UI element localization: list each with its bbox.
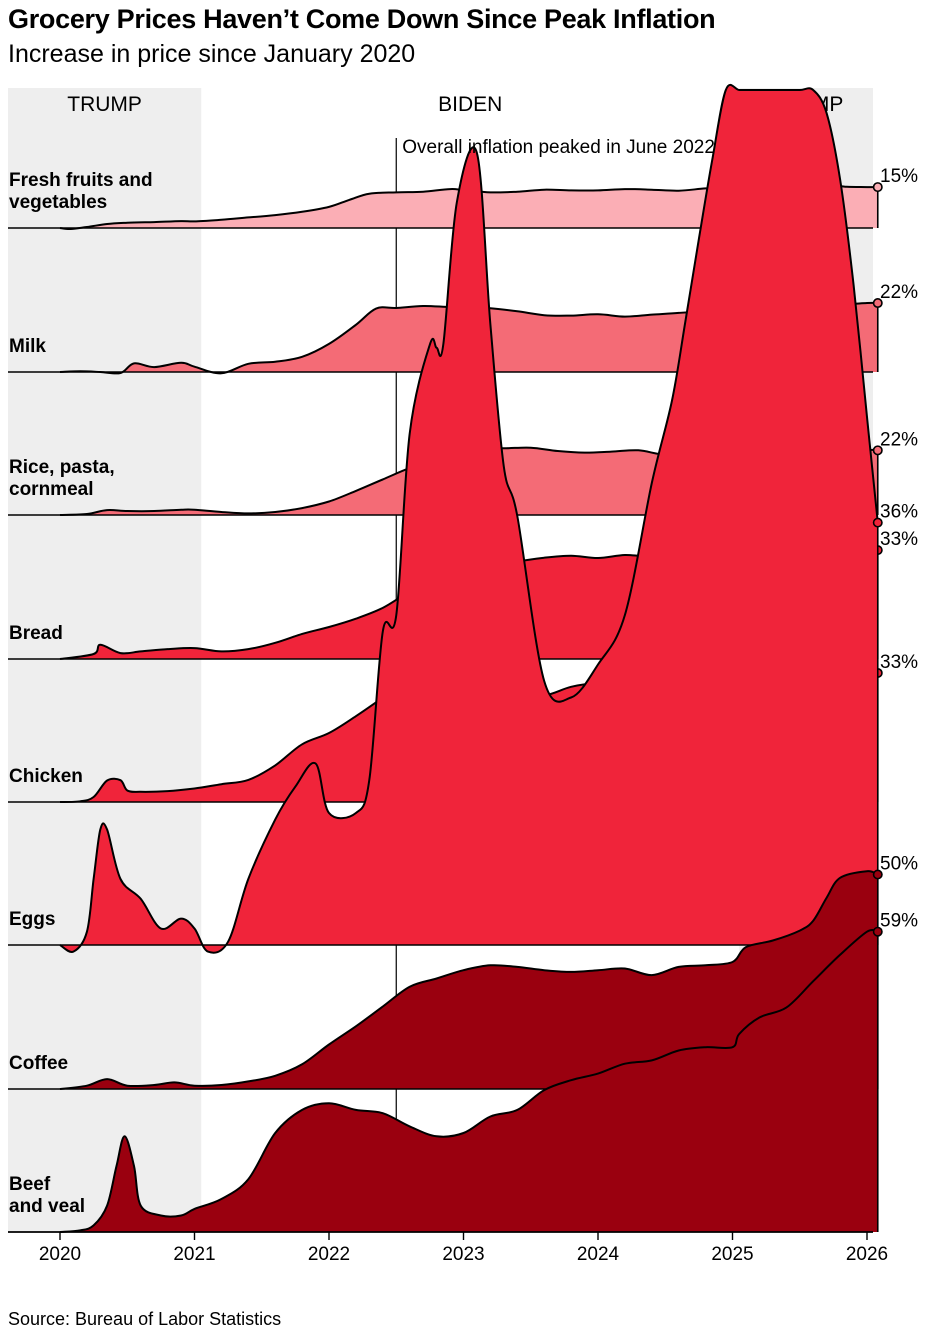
end-value-label: 22%	[880, 282, 918, 303]
end-value-label: 33%	[880, 652, 918, 673]
series-name-label: Milk	[9, 336, 46, 357]
series-name-label: Beef and veal	[9, 1174, 85, 1217]
end-value-label: 59%	[880, 911, 918, 932]
end-value-label: 33%	[880, 529, 918, 550]
series-end-marker	[872, 517, 883, 528]
end-value-label: 50%	[880, 854, 918, 875]
era-shade-0	[8, 88, 202, 1232]
series-area	[60, 871, 878, 1089]
series-area	[60, 84, 878, 953]
series-labels: 15% Fresh fruits and vegetables 22% Milk 22% R…	[9, 137, 918, 1217]
series-line	[59, 83, 879, 954]
chart-subtitle: Increase in price since January 2020	[8, 40, 416, 68]
series-line	[59, 929, 879, 1233]
series-name-label: Bread	[9, 623, 63, 644]
series-end-marker	[872, 869, 883, 880]
series-name-label: Chicken	[9, 766, 83, 787]
x-tick-label: 2023	[442, 1244, 484, 1265]
era-label-1: BIDEN	[438, 93, 502, 116]
series-end-marker	[872, 926, 883, 937]
source-note: Source: Bureau of Labor Statistics	[8, 1309, 282, 1329]
series-name-label: Rice, pasta, cornmeal	[9, 457, 115, 500]
chart-title: Grocery Prices Haven’t Come Down Since P…	[8, 4, 716, 34]
end-value-label: 36%	[880, 502, 918, 523]
x-tick-label: 2026	[846, 1244, 888, 1265]
series-name-label: Eggs	[9, 909, 55, 930]
series-line	[59, 870, 879, 1090]
x-tick-label: 2024	[577, 1244, 620, 1265]
x-tick-label: 2020	[39, 1244, 81, 1265]
era-label-0: TRUMP	[67, 93, 142, 116]
series-name-label: Coffee	[9, 1053, 68, 1074]
series-area	[60, 930, 878, 1232]
series-panels	[8, 83, 883, 1233]
end-value-label: 22%	[880, 429, 918, 450]
x-tick-label: 2022	[308, 1244, 350, 1265]
end-value-label: 15%	[880, 166, 918, 187]
peak-inflation-annotation: Overall inflation peaked in June 2022	[402, 137, 715, 158]
x-axis: 2020 2021 2022 2023 2024 2025 2026	[8, 1231, 888, 1265]
series-name-label: Fresh fruits and vegetables	[9, 170, 153, 213]
series-end-marker	[872, 298, 883, 309]
x-tick-label: 2021	[173, 1244, 215, 1265]
series-end-marker	[872, 445, 883, 456]
ridgeline-chart: TRUMPBIDENTRUMP 202020212022202320242025…	[8, 83, 918, 1265]
series-end-marker	[872, 182, 883, 193]
x-tick-label: 2025	[711, 1244, 753, 1265]
